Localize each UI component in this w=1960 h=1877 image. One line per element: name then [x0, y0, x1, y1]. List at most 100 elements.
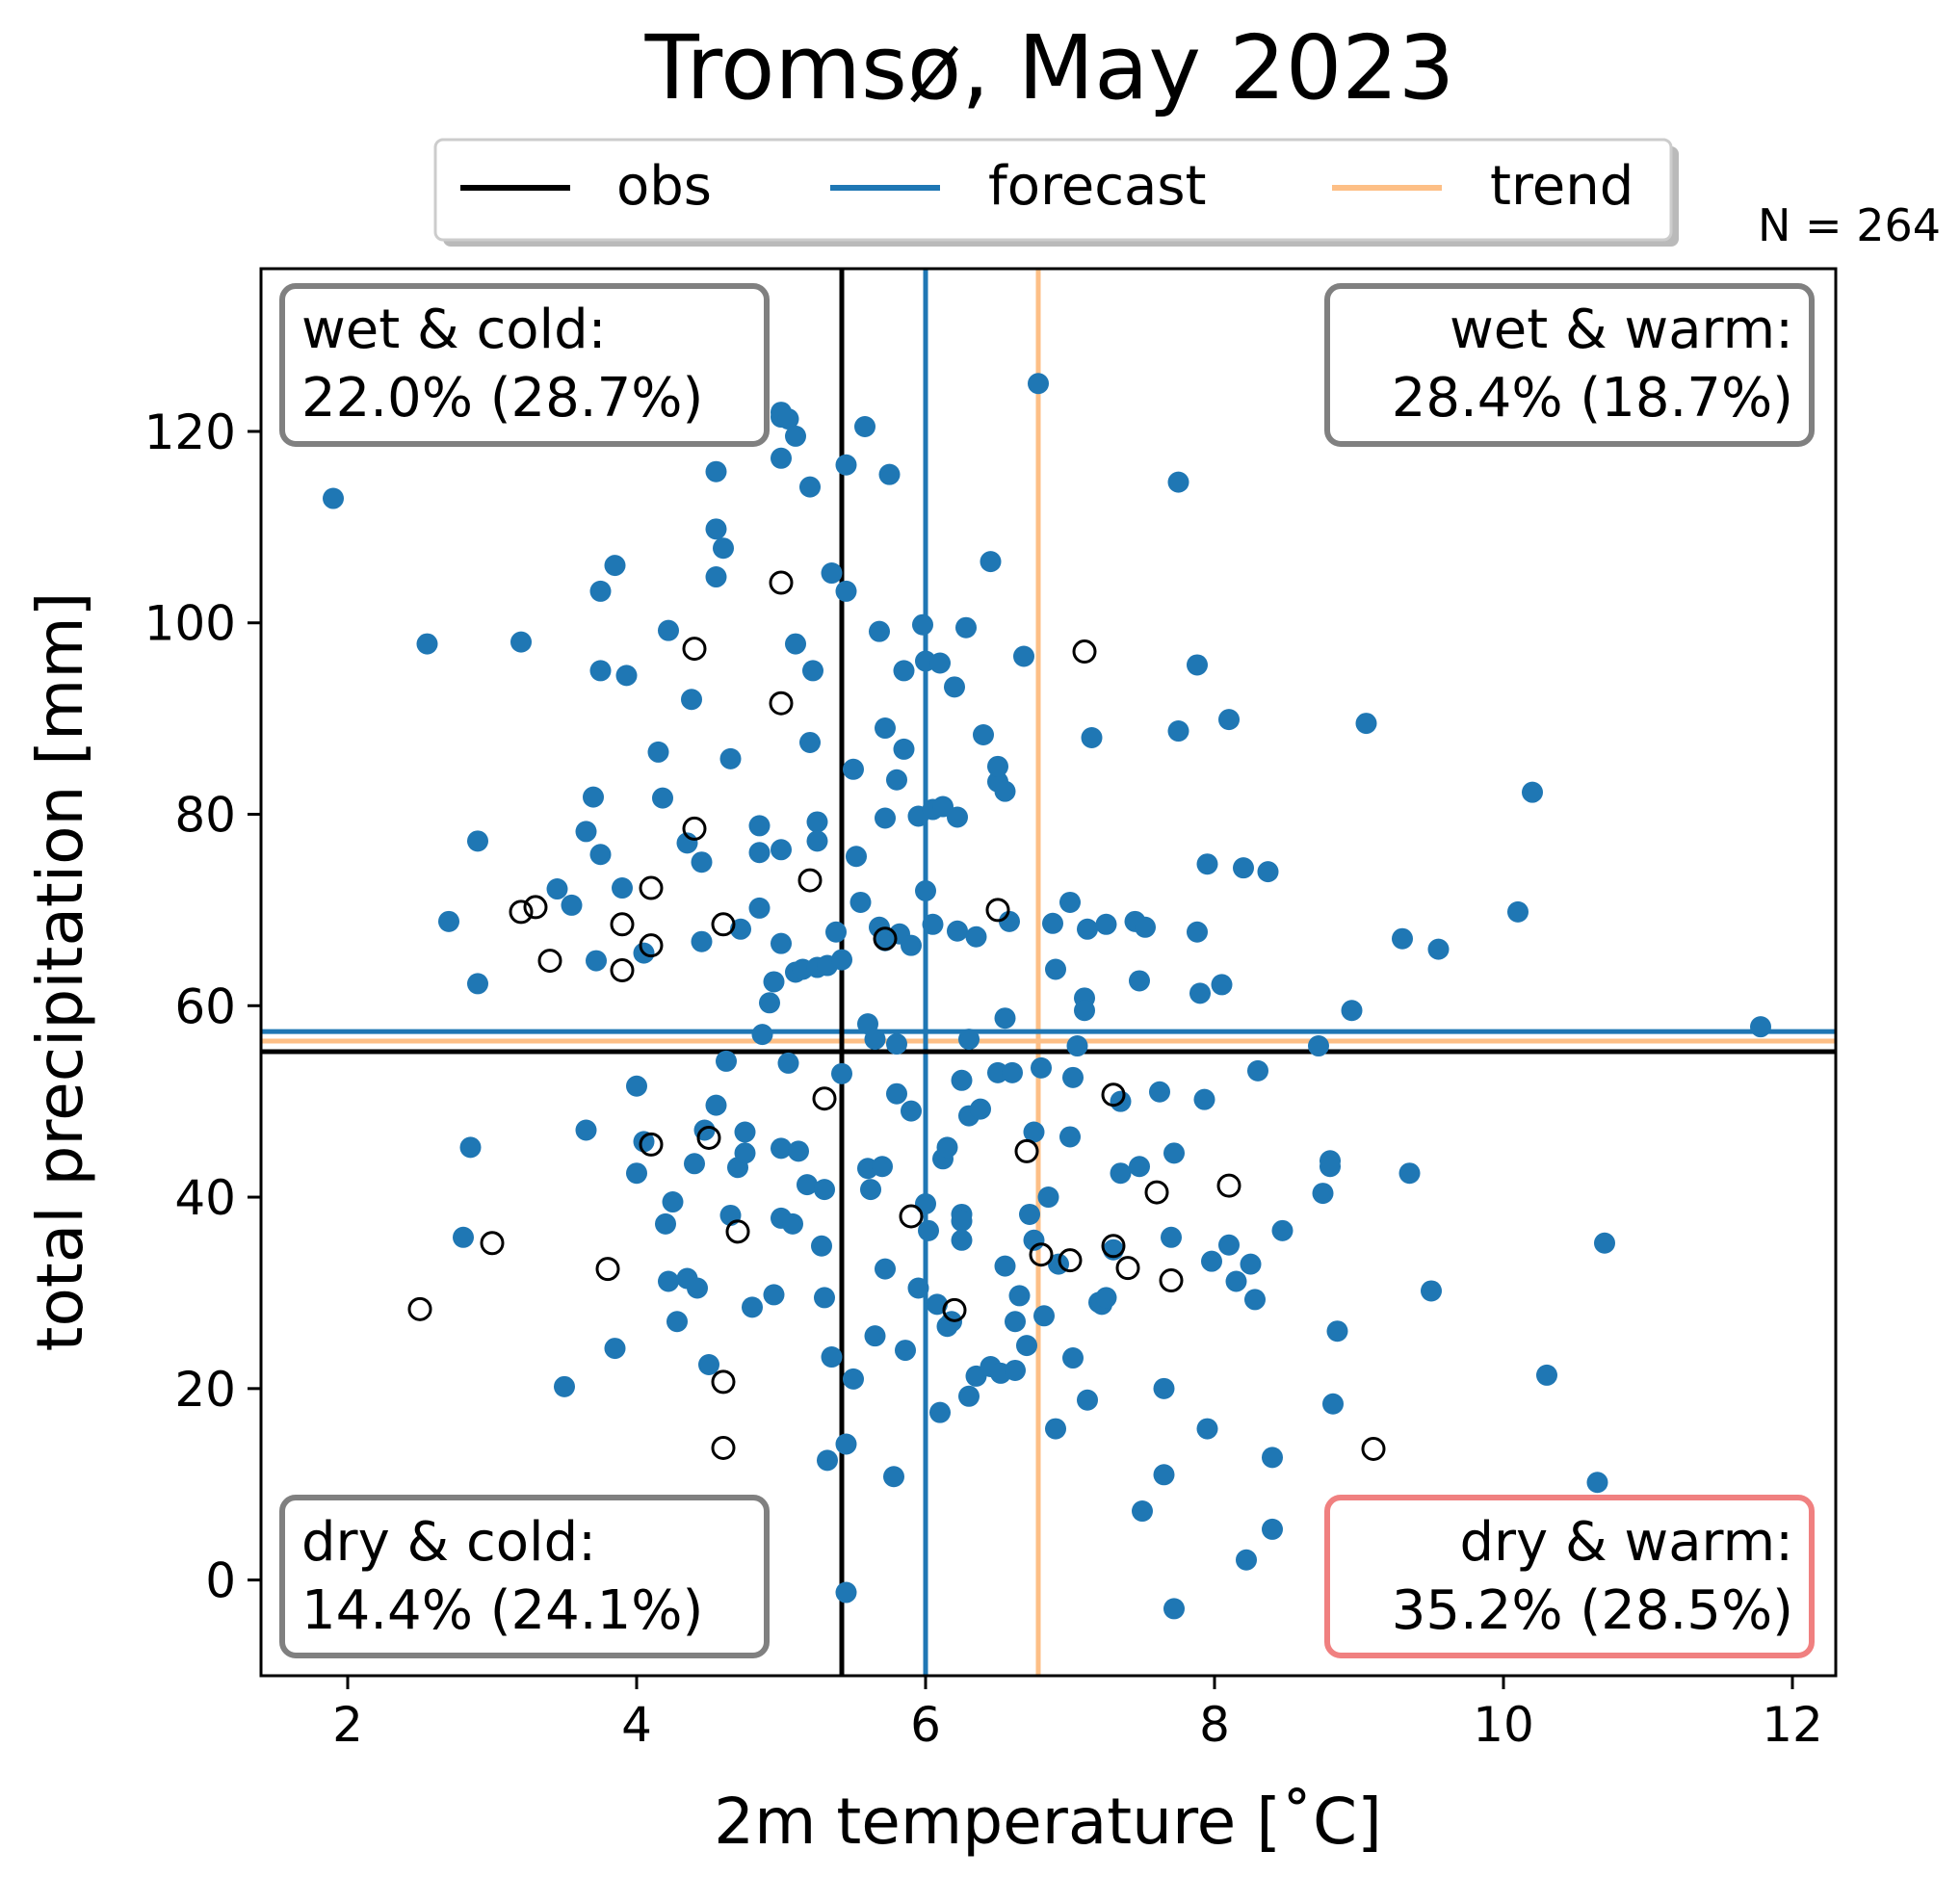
obs-point [509, 899, 534, 925]
forecast-point [691, 930, 713, 952]
forecast-point [705, 460, 727, 482]
forecast-point [416, 633, 438, 655]
obs-point [985, 898, 1010, 923]
forecast-point [1233, 857, 1254, 879]
forecast-point [814, 1179, 835, 1201]
forecast-point [748, 897, 771, 919]
forecast-point [626, 1162, 647, 1185]
obs-point [595, 1257, 620, 1282]
forecast-point [835, 1433, 857, 1455]
forecast-point [912, 613, 933, 636]
forecast-point [734, 1142, 756, 1164]
forecast-point [748, 815, 771, 837]
legend-label-obs: obs [616, 155, 712, 218]
forecast-point [734, 1121, 756, 1143]
forecast-point [788, 1140, 809, 1162]
forecast-point [1312, 1183, 1334, 1205]
quadrant-label-wet-cold-line2: 22.0% (28.7%) [301, 367, 703, 430]
forecast-point [846, 846, 867, 868]
forecast-point [510, 631, 532, 653]
forecast-point [1196, 853, 1218, 875]
forecast-point [1062, 1347, 1084, 1369]
forecast-point [1196, 1418, 1218, 1440]
forecast-point [1522, 781, 1543, 803]
obs-point [537, 949, 562, 974]
forecast-point [970, 1098, 991, 1120]
forecast-point [1042, 912, 1063, 934]
forecast-point [1225, 1270, 1247, 1292]
forecast-point [453, 1226, 474, 1248]
forecast-point [947, 920, 968, 942]
y-tick-label: 20 [174, 1362, 236, 1418]
forecast-point [835, 1581, 857, 1603]
obs-point [1144, 1180, 1169, 1205]
forecast-point [869, 620, 890, 642]
obs-point [682, 637, 707, 662]
forecast-point [604, 555, 626, 577]
obs-point [1058, 1248, 1083, 1273]
forecast-point [951, 1210, 973, 1232]
forecast-point [1262, 1447, 1283, 1469]
forecast-point [875, 807, 896, 829]
forecast-point [1536, 1364, 1557, 1386]
obs-point [769, 691, 794, 716]
forecast-point [1218, 1234, 1240, 1256]
forecast-point [1149, 1081, 1170, 1103]
forecast-point [1240, 1253, 1262, 1275]
forecast-point [1002, 1061, 1023, 1083]
obs-point [797, 868, 823, 893]
forecast-point [797, 1174, 818, 1196]
forecast-point [878, 463, 901, 485]
forecast-point [1320, 1156, 1341, 1178]
x-tick-label: 6 [910, 1697, 941, 1753]
obs-point [1216, 1173, 1241, 1198]
forecast-point [782, 1212, 803, 1235]
forecast-point [835, 454, 857, 476]
forecast-point [872, 1156, 893, 1178]
forecast-point [965, 925, 987, 948]
forecast-point [1355, 713, 1377, 735]
forecast-point [999, 910, 1020, 932]
obs-point [725, 1219, 750, 1244]
count-label: N = 264 [1758, 199, 1941, 251]
forecast-point [922, 913, 944, 935]
forecast-point [915, 1193, 936, 1215]
forecast-point [467, 830, 488, 852]
forecast-point [777, 408, 799, 430]
forecast-point [1189, 982, 1211, 1004]
forecast-point [323, 487, 344, 509]
forecast-point [633, 1131, 655, 1153]
x-axis-ticks: 2 4 6 8 10 12 [332, 1676, 1823, 1753]
forecast-point [554, 1375, 575, 1397]
forecast-point [1271, 1219, 1294, 1241]
forecast-point [951, 1229, 973, 1251]
forecast-point [849, 891, 872, 913]
forecast-point [1167, 471, 1189, 493]
forecast-point [589, 580, 612, 602]
obs-point [769, 570, 794, 595]
forecast-point [1077, 918, 1098, 940]
forecast-point [886, 769, 907, 791]
forecast-point [886, 1033, 907, 1056]
forecast-point [1129, 970, 1150, 992]
forecast-point [1074, 1000, 1095, 1022]
forecast-point [1167, 720, 1189, 743]
forecast-point [759, 992, 780, 1014]
forecast-point [1398, 1162, 1421, 1185]
obs-point [523, 895, 548, 920]
forecast-point [763, 1284, 785, 1306]
forecast-point [713, 537, 734, 560]
forecast-point [785, 425, 806, 447]
forecast-point [980, 551, 1002, 573]
obs-point [610, 958, 635, 983]
obs-point [639, 933, 664, 958]
obs-point [1072, 639, 1097, 665]
x-tick-label: 4 [621, 1697, 652, 1753]
quadrant-box-dry-warm [1324, 1495, 1815, 1658]
quadrant-label-dry-cold: dry & cold: 14.4% (24.1%) [279, 1495, 770, 1658]
forecast-point [817, 1449, 838, 1472]
forecast-point [864, 1029, 886, 1051]
forecast-point [1308, 1035, 1329, 1057]
x-tick-label: 2 [332, 1697, 363, 1753]
